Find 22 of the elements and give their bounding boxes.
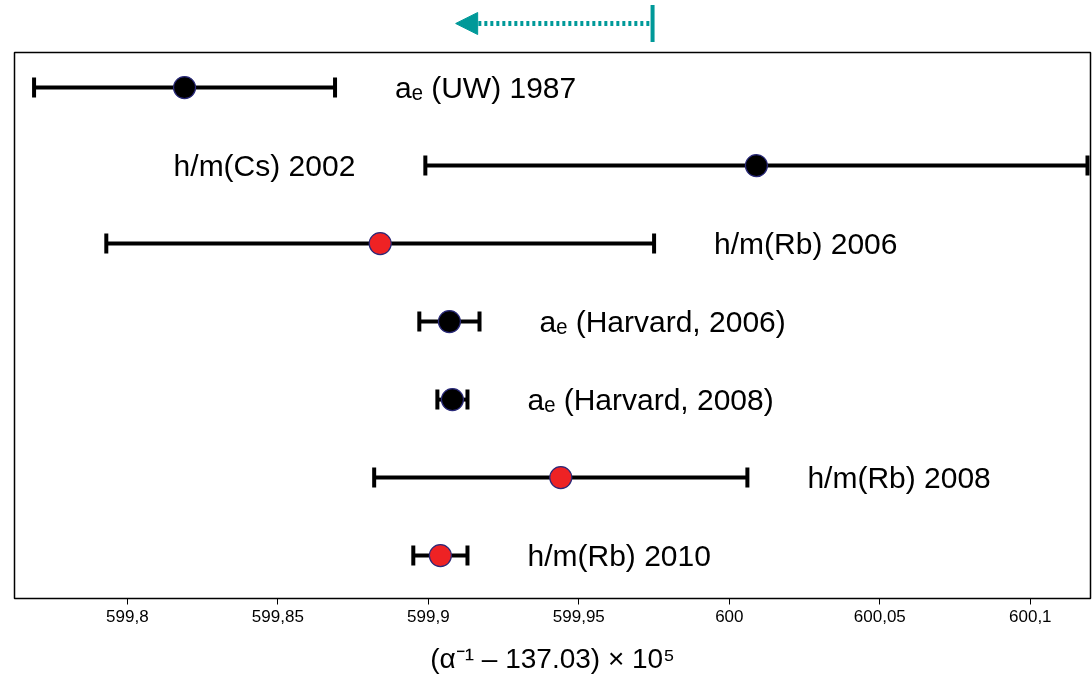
y-tick-label: aₑ (UW) 1987 (395, 71, 577, 105)
x-tick-label: 600,05 (853, 606, 906, 626)
point (368, 232, 392, 256)
point (440, 388, 465, 412)
point (172, 76, 197, 100)
y-tick-label: h/m(Rb) 2010 (527, 539, 711, 573)
y-tick-label: h/m(Rb) 2008 (807, 461, 991, 495)
x-axis-title: (α⁻¹ – 137.03) × 10⁵ (430, 642, 675, 674)
x-tick-label: 599,85 (251, 606, 304, 626)
y-tick-label: aₑ (Harvard, 2008) (527, 383, 774, 417)
y-tick-label: aₑ (Harvard, 2006) (539, 305, 786, 339)
x-tick-label: 600,1 (1009, 606, 1052, 626)
point (744, 154, 769, 178)
x-tick-label: 599,8 (106, 606, 149, 626)
y-tick-label: h/m(Cs) 2002 (173, 149, 356, 183)
y-tick-label: h/m(Rb) 2006 (714, 227, 898, 261)
x-tick-label: 599,95 (552, 606, 605, 626)
x-tick-label: 600 (715, 606, 744, 626)
x-tick-label: 599,9 (407, 606, 450, 626)
point (428, 544, 452, 568)
point (437, 310, 462, 334)
point (549, 466, 573, 490)
